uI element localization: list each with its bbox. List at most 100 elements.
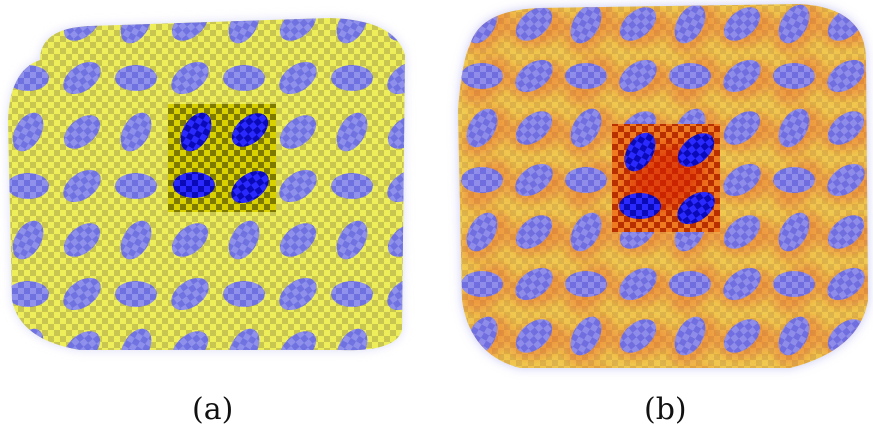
- lattice-blob: [279, 115, 317, 149]
- center-blob: [677, 191, 715, 225]
- lattice-blob: [466, 108, 498, 148]
- lattice-blob: [669, 271, 711, 297]
- lattice-blob: [8, 65, 49, 91]
- red-field-patch: [868, 306, 873, 374]
- red-field-patch: [868, 0, 873, 62]
- lattice-blob: [565, 63, 607, 89]
- red-field-patch: [712, 367, 779, 417]
- lattice-blob: [619, 59, 657, 93]
- red-field-patch: [868, 254, 873, 322]
- red-field-patch: [868, 358, 873, 426]
- lattice-blob: [63, 115, 101, 149]
- lattice-blob: [773, 375, 815, 401]
- lattice-blob: [331, 281, 373, 307]
- lattice-blob: [827, 163, 865, 197]
- lattice-blob: [827, 267, 865, 301]
- red-field-patch: [868, 98, 873, 166]
- lattice-blob: [461, 63, 503, 89]
- lattice-blob: [279, 223, 317, 257]
- lattice-blob: [120, 220, 152, 260]
- lattice-blob: [171, 331, 209, 351]
- lattice-blob: [821, 365, 870, 410]
- red-field-patch: [868, 46, 873, 114]
- lattice-blob: [12, 112, 44, 152]
- lattice-blob: [223, 281, 265, 307]
- lattice-blob: [63, 331, 101, 351]
- lattice-blob: [387, 277, 405, 311]
- lattice-blob: [387, 115, 405, 149]
- lattice-blob: [171, 61, 209, 95]
- lattice-blob: [773, 271, 815, 297]
- lattice-blob: [120, 112, 152, 152]
- lattice-blob: [331, 65, 373, 91]
- lattice-blob: [8, 281, 49, 307]
- lattice-blob: [669, 63, 711, 89]
- lattice-blob: [827, 215, 865, 249]
- lattice-blob: [120, 328, 152, 351]
- lattice-blob: [171, 223, 209, 257]
- lattice-blob: [63, 169, 101, 203]
- lattice-blob: [461, 271, 503, 297]
- lattice-blob: [827, 111, 865, 145]
- red-field-patch: [773, 367, 823, 368]
- lattice-blob: [387, 223, 405, 257]
- center-blob: [231, 170, 269, 204]
- center-blob: [619, 193, 661, 219]
- lattice-blob: [461, 167, 503, 193]
- lattice-blob: [387, 169, 405, 203]
- lattice-blob: [115, 173, 157, 199]
- panel-b-center-blobs: [619, 132, 715, 225]
- lattice-blob: [565, 167, 607, 193]
- lattice-blob: [279, 331, 317, 351]
- lattice-blob: [515, 215, 553, 249]
- lattice-blob: [515, 267, 553, 301]
- lattice-blob: [228, 220, 260, 260]
- lattice-blob: [723, 111, 761, 145]
- lattice-blob: [570, 212, 602, 252]
- lattice-blob: [515, 111, 553, 145]
- lattice-blob: [515, 7, 553, 41]
- lattice-blob: [63, 277, 101, 311]
- lattice-blob: [565, 271, 607, 297]
- lattice-blob: [279, 277, 317, 311]
- lattice-blob: [515, 319, 553, 353]
- lattice-blob: [115, 65, 157, 91]
- lattice-blob: [570, 4, 602, 44]
- center-blob: [624, 132, 656, 172]
- lattice-blob: [723, 7, 761, 41]
- red-field-patch: [868, 150, 873, 218]
- lattice-blob: [171, 277, 209, 311]
- center-blob: [180, 112, 212, 152]
- lattice-blob: [63, 223, 101, 257]
- lattice-blob: [63, 61, 101, 95]
- caption-b: (b): [644, 392, 687, 427]
- lattice-blob: [674, 316, 706, 356]
- red-field-patch: [565, 367, 615, 368]
- lattice-blob: [228, 328, 260, 351]
- lattice-blob: [171, 18, 209, 41]
- lattice-blob: [466, 212, 498, 252]
- lattice-blob: [336, 18, 368, 44]
- lattice-blob: [509, 365, 558, 410]
- lattice-blob: [565, 375, 607, 401]
- lattice-blob: [570, 316, 602, 356]
- lattice-blob: [723, 319, 761, 353]
- lattice-blob: [223, 65, 265, 91]
- lattice-blob: [8, 173, 49, 199]
- caption-a: (a): [192, 392, 234, 427]
- lattice-blob: [228, 18, 260, 44]
- lattice-blob: [515, 59, 553, 93]
- panel-a: [8, 18, 405, 351]
- lattice-blob: [619, 319, 657, 353]
- lattice-blob: [723, 59, 761, 93]
- center-blob: [231, 113, 269, 147]
- lattice-blob: [336, 112, 368, 152]
- lattice-blob: [723, 163, 761, 197]
- lattice-blob: [778, 108, 810, 148]
- center-blob: [173, 172, 215, 198]
- lattice-blob: [723, 267, 761, 301]
- lattice-blob: [570, 108, 602, 148]
- lattice-blob: [515, 163, 553, 197]
- red-field-patch: [504, 367, 571, 417]
